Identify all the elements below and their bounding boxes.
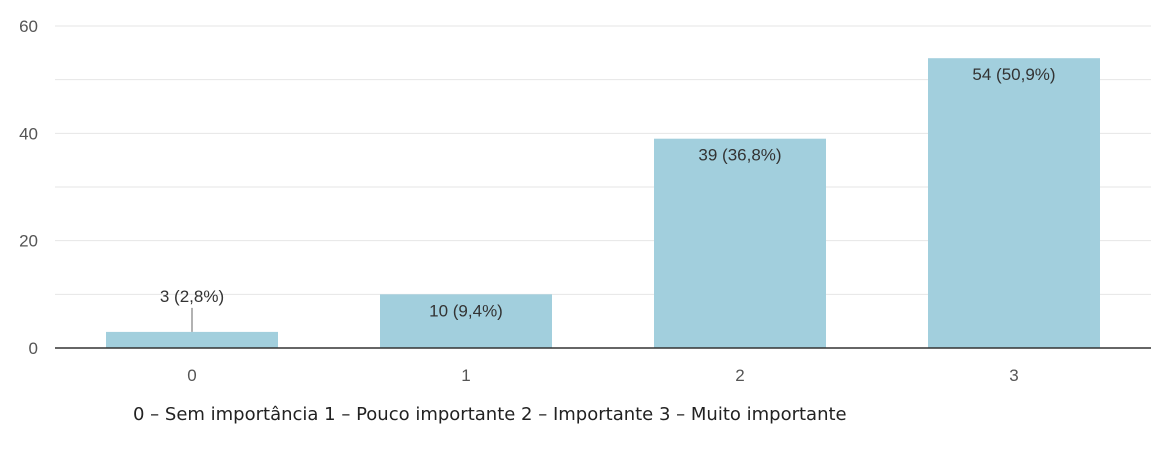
data-label: 3 (2,8%) (160, 287, 224, 306)
y-tick-label: 20 (19, 232, 38, 251)
y-tick-label: 0 (29, 339, 38, 358)
x-tick-label: 0 (187, 366, 196, 385)
bar-chart: 0 20 40 60 0 1 2 3 3 (2,8%) 10 (9,4%) 39 (36,8%) 5… (19, 17, 1151, 385)
bar (106, 331, 278, 348)
data-label: 10 (9,4%) (429, 301, 503, 320)
y-tick-label: 40 (19, 124, 38, 143)
x-tick-label: 1 (461, 366, 470, 385)
bars (106, 58, 1100, 348)
data-label: 39 (36,8%) (698, 146, 781, 165)
x-tick-label: 3 (1009, 366, 1018, 385)
axes: 0 20 40 60 0 1 2 3 (19, 17, 1151, 385)
data-label: 54 (50,9%) (972, 65, 1055, 84)
x-tick-label: 2 (735, 366, 744, 385)
bar (380, 294, 552, 348)
y-tick-label: 60 (19, 17, 38, 36)
bar (654, 138, 826, 348)
bar (928, 58, 1100, 348)
legend-caption: 0 – Sem importância 1 – Pouco importante… (133, 404, 847, 425)
labels: 3 (2,8%) 10 (9,4%) 39 (36,8%) 54 (50,9%) (160, 65, 1056, 332)
